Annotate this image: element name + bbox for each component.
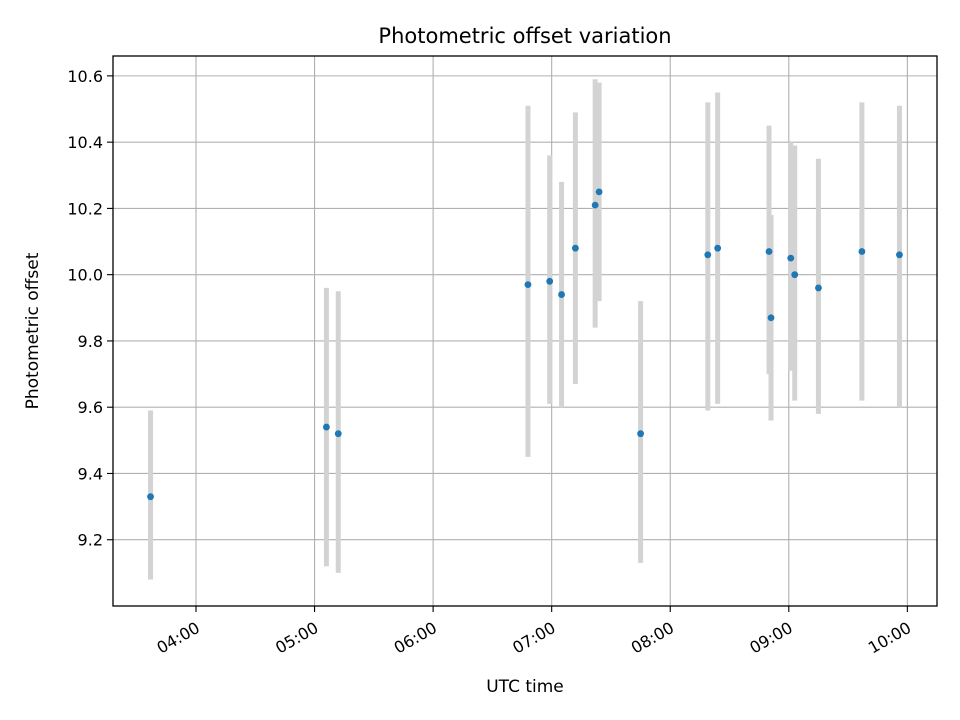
x-axis-label: UTC time [486,677,564,697]
y-tick-label: 10.0 [67,266,103,285]
y-tick-label: 10.2 [67,199,103,218]
y-tick-label: 9.8 [78,332,103,351]
data-point [815,284,822,292]
data-points [147,188,903,501]
y-tick-label: 9.4 [78,464,103,483]
data-point [714,244,722,252]
y-tick-label: 9.6 [78,398,103,417]
data-point [558,291,565,298]
y-tick-label: 10.4 [67,133,103,152]
data-point [595,188,603,196]
data-point [765,248,773,255]
data-point [546,277,554,285]
plot-frame [112,55,938,607]
data-point [524,281,532,289]
chart-title: Photometric offset variation [378,24,671,48]
y-tick-label: 9.2 [78,531,103,550]
data-point [147,493,154,501]
y-tick-label: 10.6 [67,67,103,86]
data-point [591,201,599,209]
data-point [767,314,775,322]
data-point [704,251,712,259]
data-point [896,251,903,259]
y-axis-label: Photometric offset [23,252,43,409]
grid [113,56,937,606]
data-point [858,248,866,255]
data-point [571,244,579,252]
data-point [323,423,330,431]
data-point [334,430,342,438]
data-point [787,254,795,262]
data-point [637,430,644,438]
y-axis-ticks: 9.2 9.4 9.6 9.8 10.0 10.2 10.4 10.6 [67,67,113,550]
data-point [791,271,799,279]
